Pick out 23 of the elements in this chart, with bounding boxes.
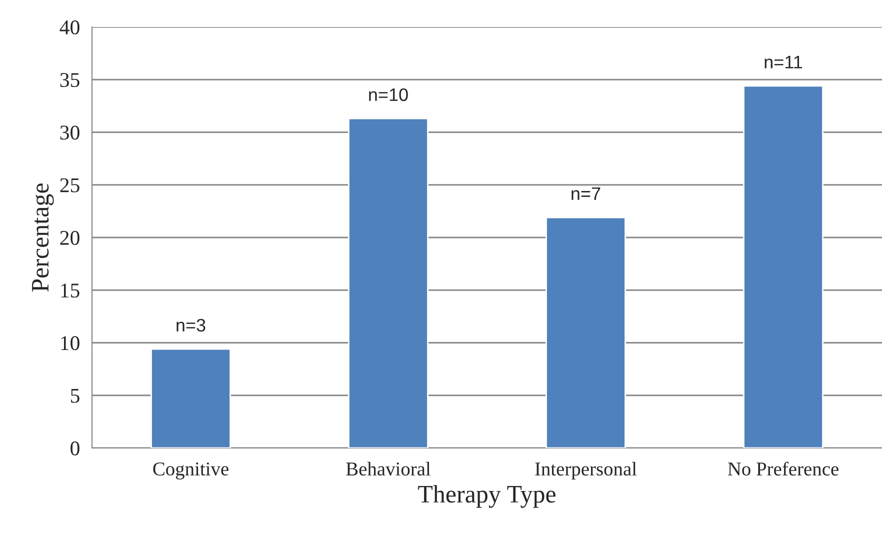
y-axis-title: Percentage xyxy=(32,184,54,292)
x-tick-label: Behavioral xyxy=(346,462,431,476)
bar xyxy=(546,216,626,448)
bar xyxy=(150,348,231,448)
bar xyxy=(743,85,824,448)
y-tick-label: 15 xyxy=(61,284,80,298)
y-tick-label: 10 xyxy=(61,336,80,350)
x-tick-label: Cognitive xyxy=(153,462,228,480)
annotation: n=10 xyxy=(369,88,408,102)
y-tick-label: 20 xyxy=(60,230,80,245)
y-tick-label: 30 xyxy=(60,126,80,140)
annotation: n=11 xyxy=(764,56,802,68)
bar xyxy=(348,118,428,448)
annotation: n=3 xyxy=(176,318,206,332)
x-tick-label: No Preference xyxy=(728,462,838,476)
y-tick-label: 5 xyxy=(70,388,80,403)
annotation: n=7 xyxy=(572,187,600,200)
y-tick-label: 25 xyxy=(60,178,80,192)
x-tick-label: Interpersonal xyxy=(535,462,637,480)
x-axis-title: Therapy Type xyxy=(418,485,556,508)
y-tick-label: 40 xyxy=(60,20,80,34)
y-tick-label: 35 xyxy=(60,73,80,88)
y-tick-label: 0 xyxy=(70,441,80,456)
